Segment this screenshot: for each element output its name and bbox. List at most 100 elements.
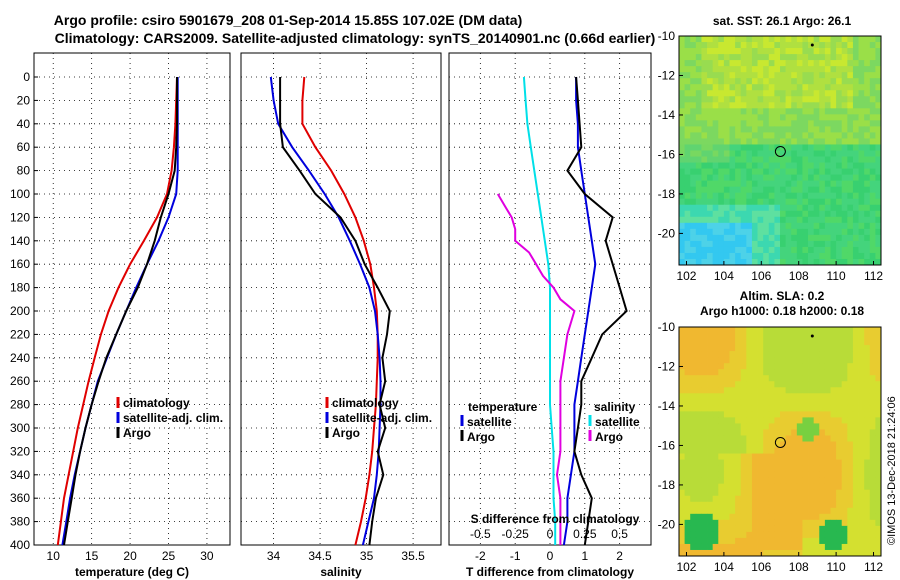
map-cell: [852, 495, 859, 503]
map-cell: [796, 471, 803, 479]
map-cell: [684, 363, 691, 370]
map-cell: [830, 453, 837, 460]
map-cell: [763, 351, 770, 358]
map-cell: [858, 246, 865, 254]
map-cell: [875, 471, 882, 479]
map-cell: [763, 222, 770, 230]
map-cell: [707, 120, 714, 127]
map-cell: [757, 501, 764, 509]
map-cell: [729, 132, 736, 139]
map-cell: [841, 363, 848, 370]
map-cell: [718, 168, 725, 176]
map-cell: [791, 84, 798, 91]
map-cell: [712, 447, 719, 454]
map-cell: [690, 210, 697, 218]
map-cell: [780, 513, 787, 521]
map-cell: [695, 543, 702, 551]
map-cell: [847, 66, 854, 73]
map-cell: [712, 60, 719, 67]
map-cell: [830, 192, 837, 200]
map-cell: [780, 537, 787, 545]
map-cell: [869, 36, 876, 43]
map-cell: [763, 513, 770, 521]
map-cell: [718, 216, 725, 224]
map-cell: [735, 459, 742, 467]
map-cell: [824, 54, 831, 61]
map-cell: [723, 180, 730, 188]
map-cell: [768, 54, 775, 61]
map-cell: [768, 447, 775, 454]
map-cell: [684, 399, 691, 406]
map-cell: [774, 531, 781, 539]
map-cell: [813, 60, 820, 67]
map-cell: [684, 90, 691, 97]
map-cell: [723, 234, 730, 242]
map-cell: [841, 216, 848, 224]
map-cell: [830, 150, 837, 157]
map-y-tick-label: -14: [658, 399, 676, 413]
map-cell: [763, 501, 770, 509]
map-cell: [808, 531, 815, 539]
map-cell: [718, 375, 725, 382]
map-cell: [774, 198, 781, 206]
map-cell: [768, 198, 775, 206]
map-cell: [763, 78, 770, 85]
map-cell: [768, 537, 775, 545]
map-cell: [679, 387, 686, 394]
map-cell: [813, 513, 820, 521]
map-cell: [808, 186, 815, 194]
map-cell: [864, 252, 871, 260]
map-cell: [824, 471, 831, 479]
map-cell: [740, 132, 747, 139]
map-cell: [712, 369, 719, 376]
map-cell: [858, 150, 865, 157]
map-cell: [746, 471, 753, 479]
map-cell: [723, 537, 730, 545]
map-cell: [768, 36, 775, 43]
map-cell: [847, 108, 854, 115]
map-cell: [740, 477, 747, 485]
map-cell: [757, 351, 764, 358]
map-cell: [875, 441, 882, 448]
map-cell: [813, 459, 820, 467]
map-cell: [729, 351, 736, 358]
map-cell: [701, 471, 708, 479]
map-cell: [774, 537, 781, 545]
map-cell: [735, 357, 742, 364]
map-cell: [679, 477, 686, 485]
map-cell: [695, 198, 702, 206]
map-cell: [763, 507, 770, 515]
map-cell: [802, 459, 809, 467]
map-cell: [751, 54, 758, 61]
map-cell: [707, 90, 714, 97]
map-cell: [830, 204, 837, 212]
map-cell: [751, 447, 758, 454]
map-cell: [701, 477, 708, 485]
map-cell: [679, 549, 686, 557]
map-cell: [723, 369, 730, 376]
map-cell: [841, 333, 848, 340]
map-cell: [684, 471, 691, 479]
map-cell: [740, 465, 747, 473]
map-cell: [712, 258, 719, 266]
map-cell: [875, 351, 882, 358]
map-cell: [824, 132, 831, 139]
map-cell: [836, 150, 843, 157]
map-cell: [740, 96, 747, 103]
map-cell: [679, 228, 686, 236]
map-cell: [785, 228, 792, 236]
map-cell: [858, 234, 865, 242]
map-cell: [746, 441, 753, 448]
map-cell: [774, 150, 781, 157]
map-cell: [740, 369, 747, 376]
map-cell: [768, 240, 775, 248]
map-cell: [740, 174, 747, 182]
map-cell: [864, 375, 871, 382]
map-cell: [684, 240, 691, 248]
map-cell: [718, 96, 725, 103]
map-cell: [808, 252, 815, 260]
map-cell: [684, 126, 691, 133]
map-cell: [679, 204, 686, 212]
map-cell: [785, 447, 792, 454]
map-cell: [701, 501, 708, 509]
